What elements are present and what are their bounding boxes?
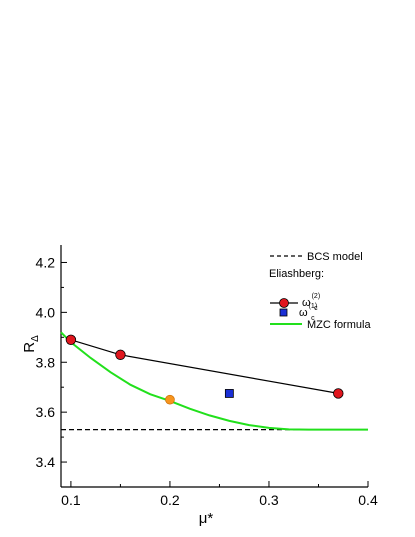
legend-eliashberg-heading: Eliashberg: bbox=[269, 268, 324, 280]
axis-ticks: 0.1 0.2 0.3 0.4 3.4 3.6 3.8 4.0 4.2 bbox=[36, 254, 378, 508]
legend-omega1-label: ω(1) c bbox=[299, 303, 317, 322]
x-tick-label: 0.4 bbox=[358, 492, 378, 508]
omega1-point bbox=[224, 389, 234, 398]
x-tick-label: 0.2 bbox=[160, 492, 180, 508]
y-tick-label: 4.2 bbox=[36, 254, 56, 270]
legend-omega1-sub: c bbox=[311, 315, 315, 322]
mzc-formula-line bbox=[60, 331, 368, 431]
y-tick-label: 3.6 bbox=[36, 404, 56, 420]
legend-omega2-sub: c bbox=[314, 305, 318, 312]
legend-mzc-label: MZC formula bbox=[307, 319, 371, 331]
legend-omega1-sup: (1) bbox=[309, 303, 318, 310]
legend-omega2-label: ω(2) c bbox=[302, 293, 320, 312]
y-axis-title: RΔ bbox=[21, 335, 41, 353]
x-tick-label: 0.3 bbox=[259, 492, 279, 508]
y-tick-label: 4.0 bbox=[36, 304, 56, 320]
omega2-point bbox=[115, 349, 126, 360]
legend-omega2-swatch-marker bbox=[279, 298, 289, 308]
x-tick-label: 0.1 bbox=[61, 492, 81, 508]
legend-omega2-sup: (2) bbox=[312, 293, 321, 300]
y-axis-title-subscript: Δ bbox=[30, 335, 41, 342]
y-axis-title-main: R bbox=[21, 342, 38, 353]
legend-omega2-symbol: ω bbox=[302, 297, 311, 309]
omega2-point bbox=[333, 388, 344, 399]
legend-omega1-symbol: ω bbox=[299, 307, 308, 319]
legend: BCS model Eliashberg: ω(1) c ω(2) c MZC fo… bbox=[269, 251, 371, 331]
y-tick-label: 3.4 bbox=[36, 454, 56, 470]
mzc-highlight-point bbox=[165, 394, 175, 405]
series-layer bbox=[60, 331, 368, 431]
svg-text:RΔ: RΔ bbox=[21, 335, 41, 353]
x-axis-title: μ* bbox=[199, 510, 214, 527]
y-tick-label: 3.8 bbox=[36, 354, 56, 370]
legend-omega1-swatch bbox=[279, 308, 288, 317]
markers bbox=[65, 334, 344, 405]
plot-frame bbox=[60, 245, 368, 488]
omega2-line bbox=[70, 339, 339, 394]
omega2-point bbox=[65, 334, 77, 346]
legend-bcs-label: BCS model bbox=[307, 251, 363, 263]
